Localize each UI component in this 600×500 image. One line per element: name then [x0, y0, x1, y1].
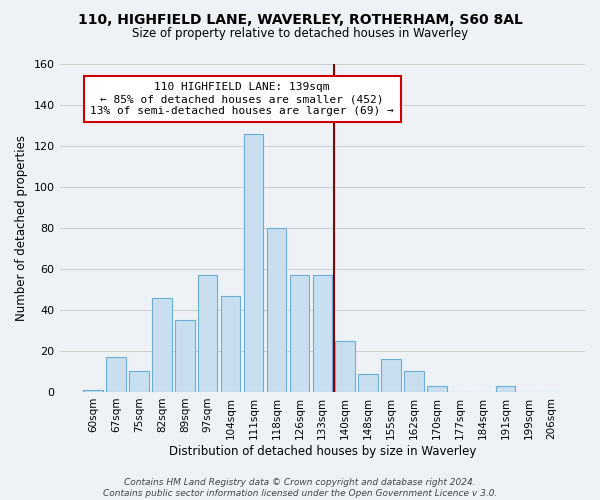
Bar [313, 275, 332, 392]
Bar [381, 359, 401, 392]
Bar [129, 372, 149, 392]
Bar [358, 374, 378, 392]
Bar [244, 134, 263, 392]
Text: 110 HIGHFIELD LANE: 139sqm
← 85% of detached houses are smaller (452)
13% of sem: 110 HIGHFIELD LANE: 139sqm ← 85% of deta… [90, 82, 394, 116]
Bar [290, 275, 309, 392]
Bar [198, 275, 217, 392]
Bar [267, 228, 286, 392]
Bar [152, 298, 172, 392]
Y-axis label: Number of detached properties: Number of detached properties [15, 135, 28, 321]
Bar [221, 296, 241, 392]
Bar [427, 386, 446, 392]
Bar [335, 340, 355, 392]
Text: 110, HIGHFIELD LANE, WAVERLEY, ROTHERHAM, S60 8AL: 110, HIGHFIELD LANE, WAVERLEY, ROTHERHAM… [77, 12, 523, 26]
Bar [175, 320, 194, 392]
Bar [83, 390, 103, 392]
Text: Contains HM Land Registry data © Crown copyright and database right 2024.
Contai: Contains HM Land Registry data © Crown c… [103, 478, 497, 498]
X-axis label: Distribution of detached houses by size in Waverley: Distribution of detached houses by size … [169, 444, 476, 458]
Bar [106, 357, 126, 392]
Bar [404, 372, 424, 392]
Text: Size of property relative to detached houses in Waverley: Size of property relative to detached ho… [132, 28, 468, 40]
Bar [496, 386, 515, 392]
